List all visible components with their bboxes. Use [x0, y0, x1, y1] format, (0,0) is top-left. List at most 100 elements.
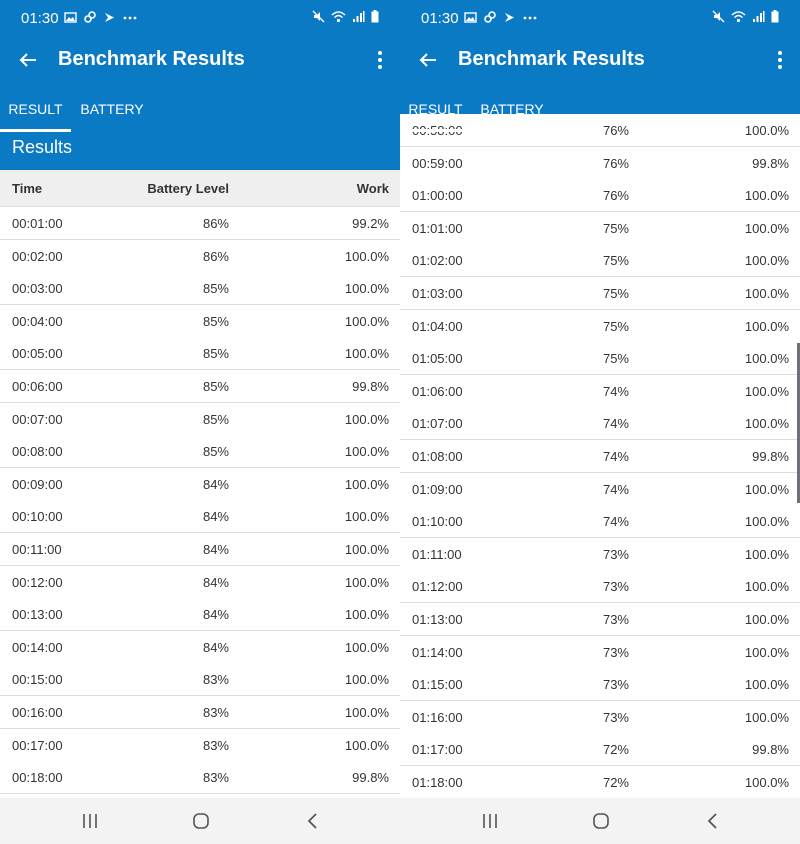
- row-work: 100.0%: [744, 612, 789, 627]
- tab-result[interactable]: RESULT: [408, 101, 463, 117]
- table-row: 01:16:00 73% 100.0%: [400, 700, 800, 734]
- row-time: 00:12:00: [12, 574, 63, 590]
- row-battery: 86%: [202, 216, 229, 231]
- table-row: 01:00:00 76% 100.0%: [400, 179, 800, 213]
- row-battery: 74%: [602, 481, 629, 497]
- row-battery: 73%: [602, 612, 629, 627]
- row-time: 00:10:00: [12, 509, 63, 525]
- row-time: 01:04:00: [412, 318, 463, 334]
- row-work: 100.0%: [744, 644, 789, 660]
- table-row: 01:18:00 72% 100.0%: [400, 766, 800, 799]
- row-work: 100.0%: [344, 248, 389, 264]
- more-notifications-icon: [523, 16, 537, 19]
- row-battery: 76%: [602, 123, 629, 138]
- row-battery: 76%: [602, 155, 629, 171]
- row-battery: 75%: [602, 220, 629, 236]
- row-time: 01:01:00: [412, 220, 463, 236]
- table-row: 01:17:00 72% 99.8%: [400, 733, 800, 767]
- row-work: 99.8%: [352, 770, 389, 786]
- header-battery: Battery Level: [147, 181, 229, 196]
- tab-indicator: [400, 129, 471, 132]
- row-battery: 84%: [202, 607, 229, 623]
- row-time: 01:06:00: [412, 383, 463, 399]
- row-time: 01:09:00: [412, 481, 463, 497]
- row-battery: 85%: [202, 313, 229, 329]
- back-arrow-icon[interactable]: [414, 46, 442, 74]
- row-work: 100.0%: [344, 574, 389, 590]
- mute-icon: [312, 10, 325, 23]
- row-time: 00:59:00: [412, 155, 463, 171]
- row-work: 100.0%: [744, 775, 789, 790]
- row-battery: 74%: [602, 514, 629, 530]
- row-work: 100.0%: [744, 416, 789, 432]
- row-work: 100.0%: [344, 346, 389, 362]
- row-time: 00:08:00: [12, 444, 63, 460]
- row-battery: 74%: [602, 449, 629, 464]
- table-row: 00:06:00 85% 99.8%: [0, 370, 400, 403]
- table-row: 00:07:00 85% 100.0%: [0, 402, 400, 436]
- header-time: Time: [12, 181, 43, 196]
- row-work: 100.0%: [344, 737, 389, 753]
- tab-battery[interactable]: BATTERY: [80, 101, 144, 117]
- table-row: 01:03:00 75% 100.0%: [400, 277, 800, 310]
- table-row: 01:13:00 73% 100.0%: [400, 603, 800, 636]
- link-icon: [484, 11, 496, 23]
- row-work: 100.0%: [344, 313, 389, 329]
- tab-result[interactable]: RESULT: [8, 101, 63, 117]
- gallery-icon: [464, 11, 477, 23]
- back-arrow-icon[interactable]: [14, 46, 42, 74]
- back-icon[interactable]: [703, 811, 723, 831]
- row-time: 01:07:00: [412, 416, 463, 432]
- row-time: 01:16:00: [412, 709, 463, 725]
- table-row: 01:10:00 74% 100.0%: [400, 505, 800, 539]
- row-time: 00:02:00: [12, 248, 63, 264]
- row-time: 01:03:00: [412, 286, 463, 301]
- row-battery: 72%: [602, 775, 629, 790]
- row-work: 99.8%: [752, 155, 789, 171]
- signal-icon: [753, 11, 765, 22]
- link-icon: [84, 11, 96, 23]
- table-row: 00:14:00 84% 100.0%: [0, 630, 400, 664]
- row-battery: 75%: [602, 253, 629, 269]
- row-battery: 84%: [202, 476, 229, 492]
- row-time: 01:12:00: [412, 579, 463, 595]
- overflow-menu-icon[interactable]: [772, 48, 788, 72]
- recent-apps-icon[interactable]: [80, 811, 100, 831]
- row-battery: 72%: [602, 742, 629, 758]
- header-work: Work: [356, 181, 389, 196]
- overflow-menu-icon[interactable]: [372, 48, 388, 72]
- row-battery: 83%: [202, 672, 229, 688]
- row-work: 100.0%: [744, 383, 789, 399]
- row-time: 00:01:00: [12, 216, 63, 231]
- scroll-handle[interactable]: [797, 343, 800, 503]
- row-work: 100.0%: [744, 546, 789, 562]
- app-bar: Benchmark Results: [0, 36, 400, 84]
- table-row: 00:17:00 83% 100.0%: [0, 728, 400, 762]
- home-icon[interactable]: [591, 811, 611, 831]
- right-screen: 01:30 Benchmark Results RESULT BATTERY 0…: [400, 0, 800, 844]
- table-row: 00:09:00 84% 100.0%: [0, 467, 400, 501]
- row-work: 100.0%: [344, 639, 389, 655]
- page-title: Benchmark Results: [58, 48, 245, 70]
- row-time: 01:08:00: [412, 449, 463, 464]
- back-icon[interactable]: [303, 811, 323, 831]
- left-screen: 01:30 Benchmark Results RESULT BATTERY R…: [0, 0, 400, 844]
- row-time: 00:13:00: [12, 607, 63, 623]
- row-battery: 73%: [602, 677, 629, 693]
- row-work: 100.0%: [744, 351, 789, 367]
- row-work: 99.8%: [752, 742, 789, 758]
- row-time: 01:11:00: [412, 546, 462, 562]
- home-icon[interactable]: [191, 811, 211, 831]
- table-row: 01:09:00 74% 100.0%: [400, 472, 800, 506]
- table-row: 00:16:00 83% 100.0%: [0, 696, 400, 729]
- row-work: 100.0%: [344, 542, 389, 557]
- row-work: 100.0%: [344, 509, 389, 525]
- row-work: 100.0%: [744, 579, 789, 595]
- row-time: 00:15:00: [12, 672, 63, 688]
- row-battery: 83%: [202, 770, 229, 786]
- table-row: 01:06:00 74% 100.0%: [400, 374, 800, 408]
- tab-battery[interactable]: BATTERY: [480, 101, 544, 117]
- recent-apps-icon[interactable]: [480, 811, 500, 831]
- battery-icon: [371, 10, 379, 23]
